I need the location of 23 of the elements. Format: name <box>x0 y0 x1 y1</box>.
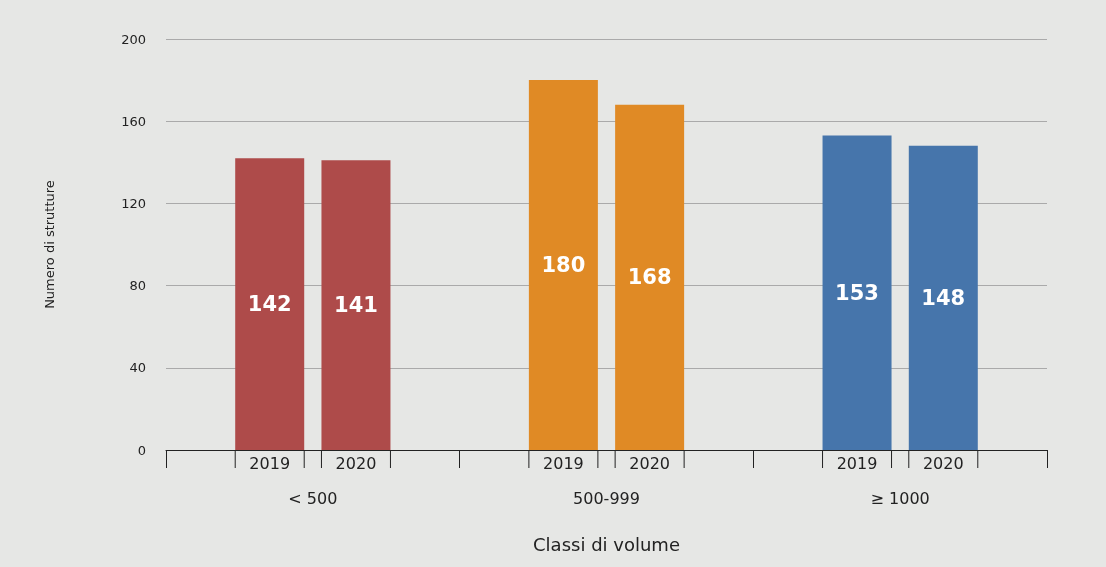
data-label: 180 <box>541 253 586 278</box>
text: 2019 <box>543 453 584 473</box>
text: 2019 <box>836 453 878 473</box>
y-tick-label: 40 <box>129 360 146 376</box>
y-tick-label: 0 <box>137 442 146 458</box>
y-tick-label: 120 <box>121 195 146 211</box>
x-tick-label: 500-999 <box>573 488 640 508</box>
data-label: 141 <box>334 293 378 318</box>
series-label: 2020 <box>335 453 377 473</box>
data-label: 153 <box>835 280 879 305</box>
series-label: 2019 <box>249 453 291 473</box>
text: 2020 <box>922 453 964 473</box>
y-tick-label: 80 <box>129 278 146 294</box>
x-tick-label: < 500 <box>288 488 338 508</box>
data-label: 142 <box>247 292 292 317</box>
data-label: 148 <box>921 285 966 310</box>
data-label: 168 <box>627 265 672 290</box>
x-tick-label: ≥ 1000 <box>870 488 930 508</box>
text: 2020 <box>629 453 670 473</box>
y-axis-title: Numero di strutture <box>42 180 57 309</box>
x-axis-title: Classi di volume <box>533 533 680 555</box>
y-tick-label: 160 <box>121 113 146 129</box>
y-tick-label: 200 <box>121 31 146 47</box>
